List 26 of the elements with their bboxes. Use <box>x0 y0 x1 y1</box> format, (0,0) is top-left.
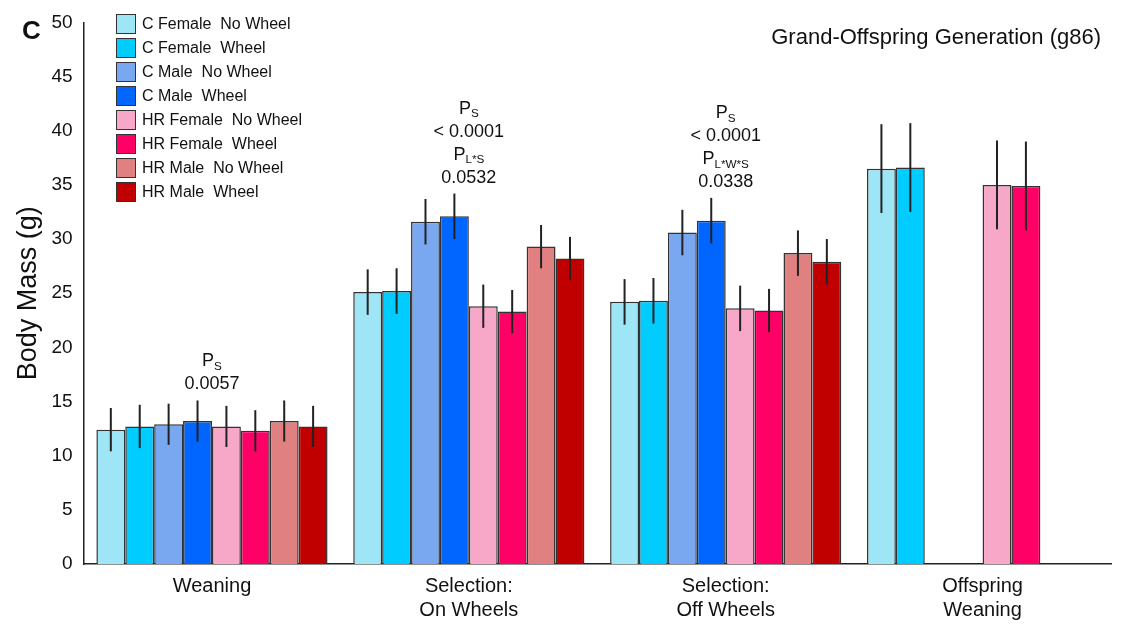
y-tick-label: 20 <box>51 335 73 357</box>
legend-label: C Male No Wheel <box>142 63 272 81</box>
y-tick-label: 50 <box>51 10 73 32</box>
legend-label: C Female No Wheel <box>142 15 291 33</box>
legend-label: HR Female No Wheel <box>142 111 303 129</box>
y-tick-label: 15 <box>51 389 73 411</box>
x-tick-label: Weaning <box>172 573 252 596</box>
x-tick-label: Selection: On Wheels <box>419 573 519 620</box>
text: C <box>22 15 41 46</box>
y-tick-label: 45 <box>51 64 73 86</box>
y-tick-label: 35 <box>51 173 73 195</box>
y-tick-label: 0 <box>61 552 73 574</box>
y-tick-label: 30 <box>51 227 73 249</box>
y-tick-label: 40 <box>51 118 73 140</box>
y-tick-label: 25 <box>51 281 73 303</box>
x-tick-label: Selection: Off Wheels <box>676 573 775 620</box>
x-tick-label: Offspring Weaning <box>942 573 1023 620</box>
legend-label: C Male Wheel <box>142 87 247 105</box>
y-axis-title: Body Mass (g) <box>11 206 42 381</box>
legend-label: HR Male Wheel <box>142 183 259 201</box>
legend-label: HR Male No Wheel <box>142 159 284 177</box>
y-tick-label: 10 <box>51 443 73 465</box>
chart-title: Grand-Offspring Generation (g86) <box>771 24 1101 50</box>
legend-label: HR Female Wheel <box>142 135 278 153</box>
y-tick-label: 5 <box>61 498 73 520</box>
legend-label: C Female Wheel <box>142 39 266 57</box>
